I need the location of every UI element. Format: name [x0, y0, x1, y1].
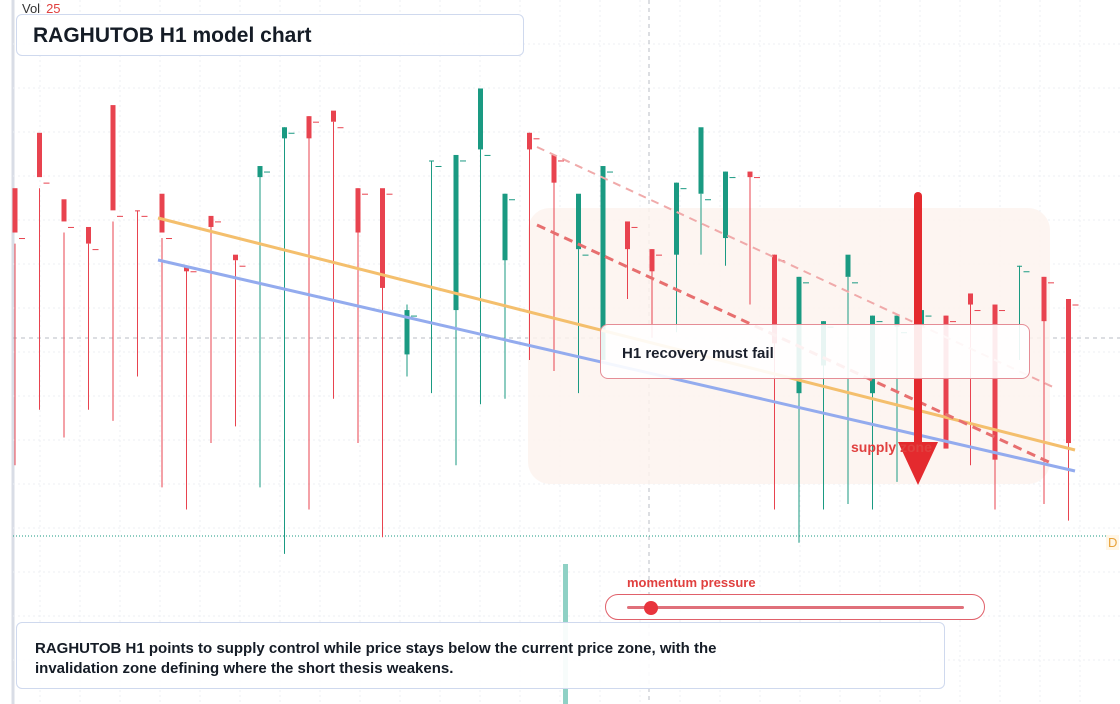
candle: [478, 88, 491, 405]
volume-label: Vol: [22, 1, 41, 16]
candle: [674, 182, 687, 333]
callout-text: H1 recovery must fail: [622, 345, 774, 362]
candle: [110, 105, 123, 421]
candle-body: [331, 110, 336, 122]
candle-body: [502, 193, 508, 261]
candle-body: [698, 127, 704, 194]
candle: [625, 221, 638, 299]
candle: [257, 166, 270, 488]
candle-body: [233, 254, 238, 261]
candle-body: [110, 105, 116, 211]
candle: [698, 127, 711, 255]
candle-body: [968, 293, 973, 305]
candle: [600, 166, 613, 360]
candle-body: [282, 127, 287, 139]
candle: [429, 160, 442, 394]
momentum-label: momentum pressure: [627, 575, 756, 590]
candle: [331, 110, 344, 399]
supply-zone-label: supply zone: [851, 439, 932, 455]
candle: [1041, 276, 1054, 504]
candle-body: [380, 188, 385, 288]
candle-body: [894, 315, 900, 327]
volume-readout: Vol 25: [22, 1, 61, 16]
candle: [135, 210, 148, 377]
candle: [37, 132, 50, 410]
candle: [453, 154, 466, 466]
candle: [723, 171, 736, 266]
candle-body: [1066, 299, 1071, 444]
candle-body: [625, 221, 630, 250]
candle-body: [86, 226, 91, 244]
candle: [282, 127, 295, 554]
candle-body: [429, 160, 434, 162]
candle-body: [159, 193, 165, 233]
candle-body: [551, 154, 557, 183]
candle-body: [674, 182, 679, 255]
candle: [845, 254, 858, 504]
candle: [208, 215, 221, 444]
candle: [1066, 299, 1079, 521]
candle-body: [257, 166, 263, 178]
candle-body: [355, 188, 361, 233]
summary-panel: RAGHUTOB H1 points to supply control whi…: [16, 622, 945, 689]
candle: [184, 265, 197, 510]
candle: [404, 304, 417, 377]
candle: [306, 116, 319, 510]
candle: [86, 226, 99, 410]
candle-body: [527, 132, 532, 150]
resistance-line-upper: [536, 146, 1054, 388]
title-panel: RAGHUTOB H1 model chart: [16, 14, 524, 56]
candle-body: [772, 254, 777, 344]
candle: [502, 193, 515, 399]
candle: [355, 188, 368, 444]
candle-body: [37, 132, 42, 178]
candle-body: [1017, 265, 1022, 267]
volume-value: 25: [46, 1, 61, 16]
candle: [747, 171, 760, 305]
candle-body: [576, 193, 581, 250]
price-tag: D: [1106, 535, 1120, 550]
candle-body: [649, 249, 655, 272]
candle: [233, 254, 246, 427]
callout-box: H1 recovery must fail: [600, 324, 1030, 379]
candle-body: [992, 304, 998, 460]
candle-body: [723, 171, 728, 239]
candle-body: [845, 254, 851, 277]
candle-body: [404, 310, 410, 355]
candle: [12, 188, 25, 466]
candle-body: [747, 171, 753, 178]
resistance-line: [536, 223, 1054, 466]
summary-text: RAGHUTOB H1 points to supply control whi…: [35, 640, 717, 677]
candle: [527, 132, 540, 360]
candle-body: [453, 154, 459, 311]
candle: [380, 188, 393, 538]
candle-body: [208, 215, 214, 227]
chart-title: RAGHUTOB H1 model chart: [33, 24, 312, 47]
candle-body: [184, 265, 189, 272]
candle: [576, 193, 589, 394]
candle-body: [943, 315, 949, 449]
slider-knob[interactable]: [643, 601, 658, 615]
candle-body: [135, 210, 140, 212]
arrow-head: [898, 442, 938, 485]
slider-track: [627, 606, 964, 609]
momentum-slider[interactable]: [605, 594, 985, 620]
candle: [551, 154, 564, 372]
candle: [159, 193, 172, 488]
candle-body: [12, 188, 18, 233]
candle: [61, 199, 74, 438]
candle-body: [478, 88, 483, 150]
candle-body: [600, 166, 606, 360]
candle: [649, 249, 662, 338]
candle-body: [306, 116, 312, 139]
candle-body: [1041, 276, 1047, 322]
down-arrow: [898, 192, 938, 485]
candle-body: [61, 199, 67, 222]
